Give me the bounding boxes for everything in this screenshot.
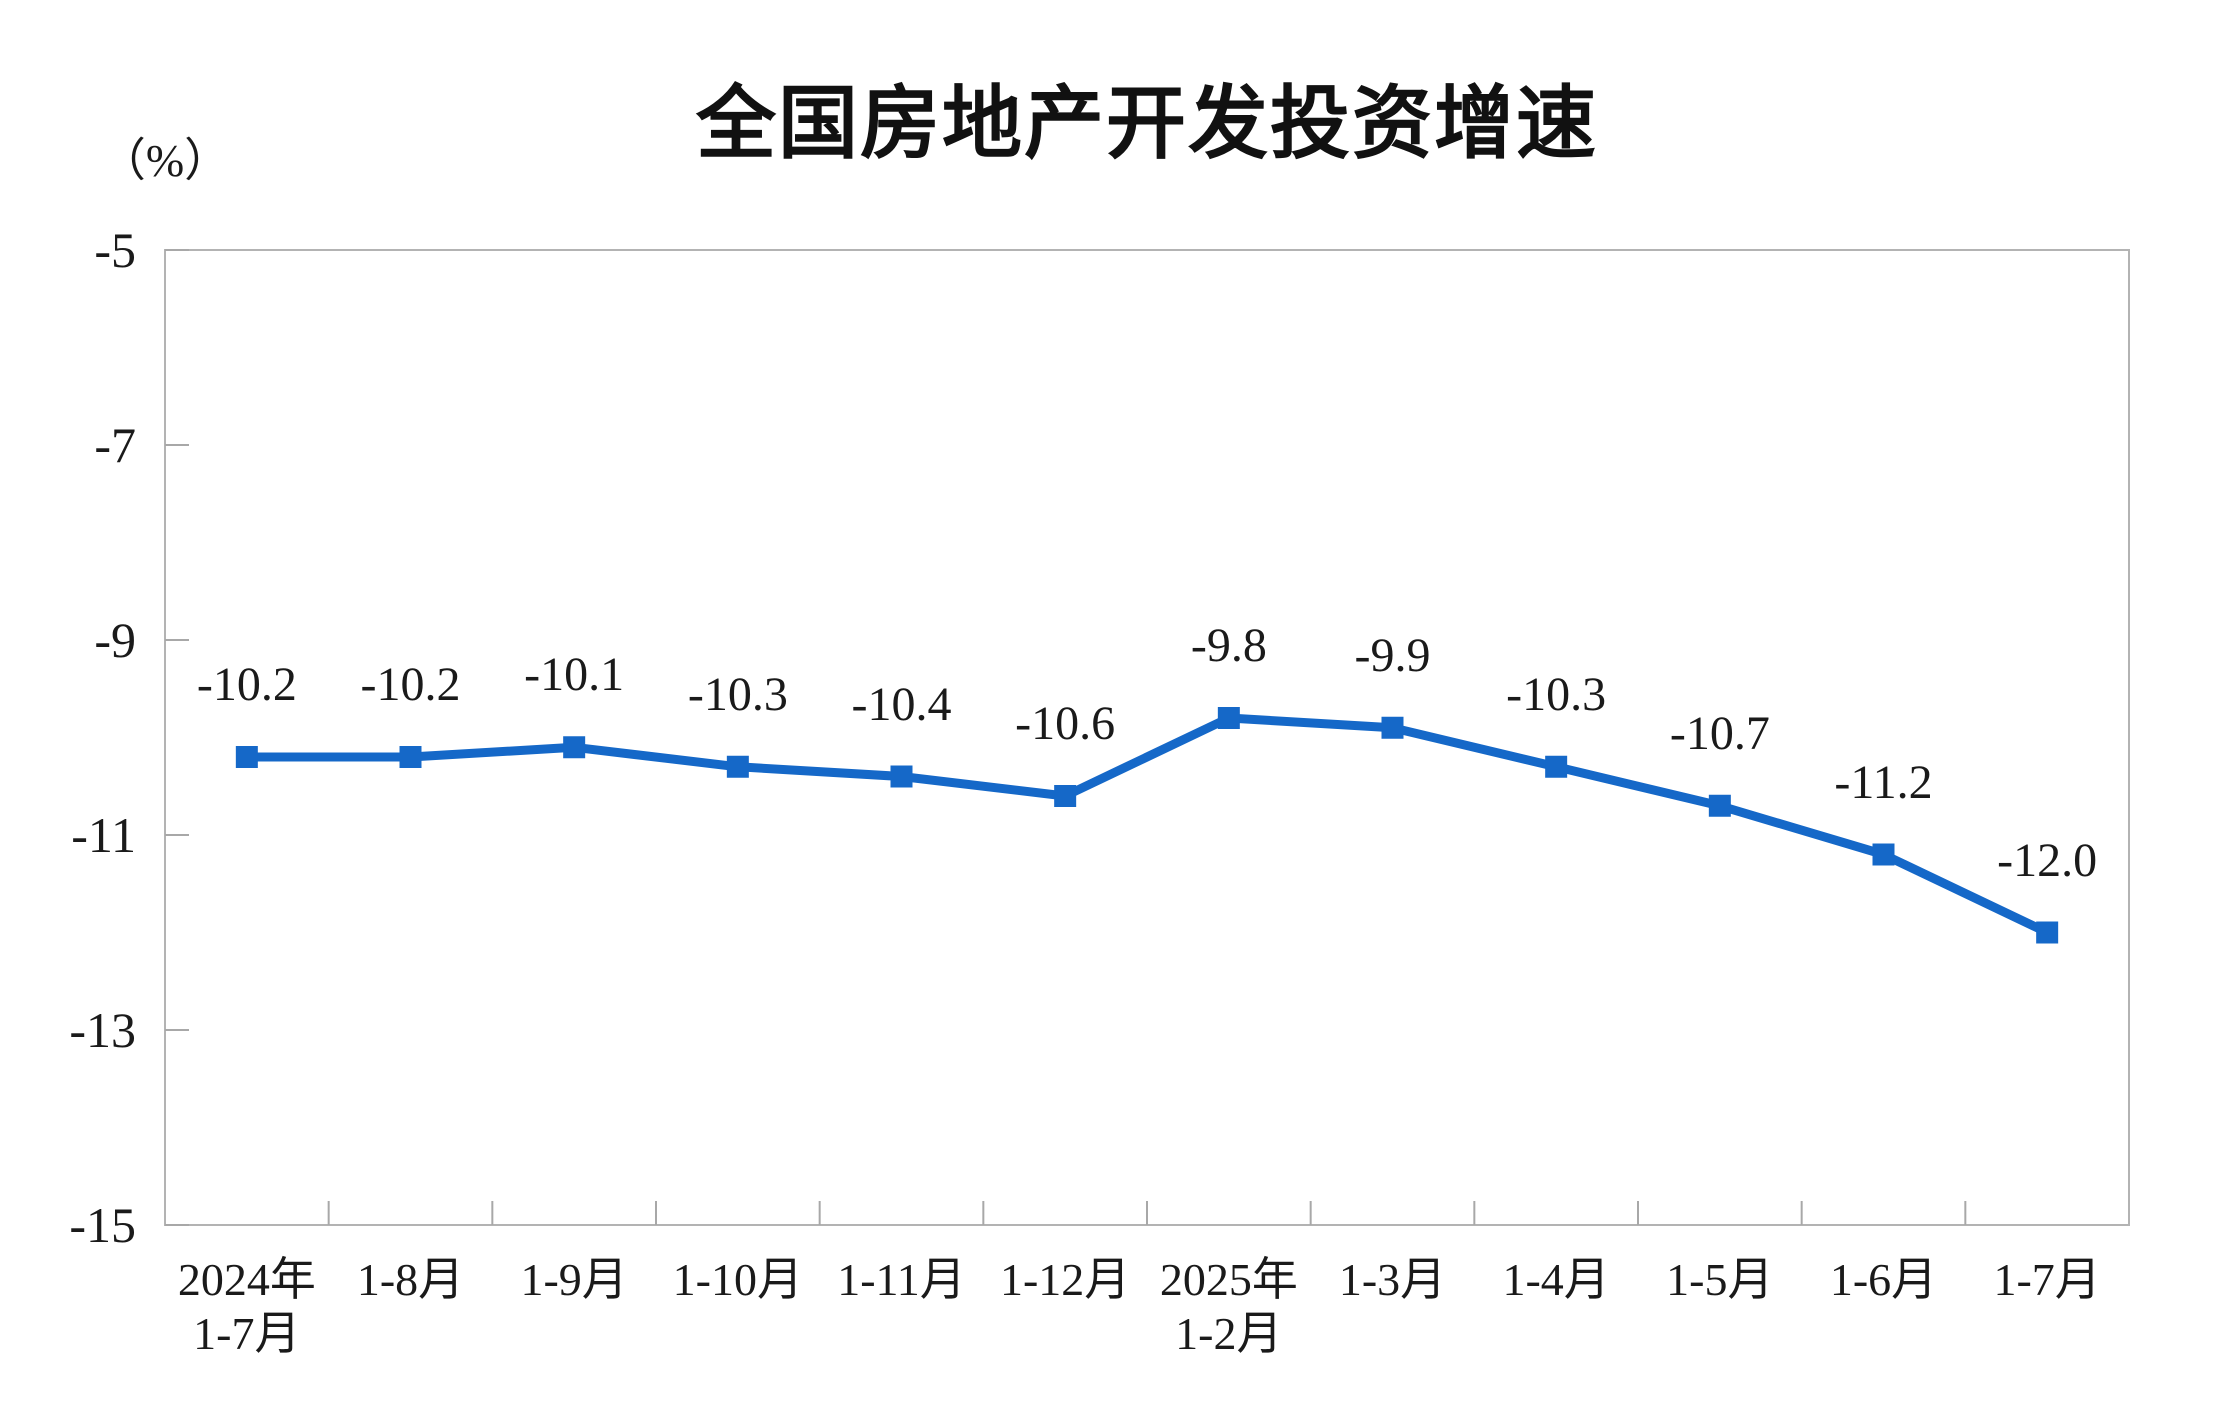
x-category-label: 1-11月 (837, 1254, 966, 1305)
data-point-marker (1708, 794, 1731, 817)
data-point-label: -10.6 (1015, 697, 1116, 750)
x-category-label: 1-6月 (1829, 1254, 1938, 1305)
x-category-label: 1-3月 (1338, 1254, 1447, 1305)
x-category-label: 1-8月 (356, 1254, 465, 1305)
y-tick-label: -7 (94, 417, 136, 473)
data-point-marker (890, 765, 913, 788)
x-category-label: 1-5月 (1666, 1254, 1774, 1305)
data-point-marker (1054, 785, 1077, 807)
data-point-marker (726, 755, 749, 778)
x-category-label: 1-7月 (193, 1308, 301, 1359)
y-tick-label: -9 (94, 612, 136, 668)
data-point-label: -12.0 (1997, 833, 2098, 887)
data-point-label: -11.2 (1834, 755, 1933, 809)
data-point-label: -10.1 (524, 648, 625, 702)
data-point-marker (1381, 716, 1404, 739)
y-tick-label: -15 (69, 1197, 136, 1253)
y-tick-label: -5 (94, 222, 136, 278)
data-point-marker (235, 746, 258, 768)
data-point-label: -10.7 (1669, 706, 1770, 760)
y-tick-label: -13 (69, 1002, 136, 1058)
chart-title: 全国房地产开发投资增速 (696, 79, 1598, 168)
x-category-label: 2025年 (1159, 1254, 1298, 1305)
x-category-label: 1-9月 (520, 1254, 628, 1305)
data-point-marker (1545, 755, 1568, 778)
data-point-marker (563, 736, 586, 759)
x-category-label: 1-7月 (1993, 1254, 2101, 1305)
data-point-marker (1872, 843, 1895, 866)
data-point-label: -9.9 (1354, 628, 1431, 682)
data-point-label: -10.3 (1506, 667, 1607, 721)
x-category-label: 2024年 (177, 1254, 316, 1305)
data-point-marker (2036, 921, 2059, 944)
series-line (242, 713, 2052, 937)
x-category-label: 1-12月 (999, 1254, 1131, 1305)
data-point-marker (399, 746, 422, 768)
y-axis-unit-label: （%） (99, 135, 231, 186)
x-category-label: 1-10月 (672, 1254, 803, 1305)
x-category-label: 1-4月 (1502, 1254, 1610, 1305)
data-point-label: -10.2 (196, 658, 297, 711)
data-point-label: -10.3 (687, 667, 788, 721)
data-point-label: -10.4 (851, 677, 952, 731)
data-point-label: -9.8 (1190, 619, 1267, 672)
x-category-label: 1-2月 (1175, 1308, 1283, 1359)
data-point-label: -10.2 (360, 658, 461, 711)
data-point-marker (1217, 707, 1240, 729)
y-tick-label: -11 (71, 807, 136, 863)
